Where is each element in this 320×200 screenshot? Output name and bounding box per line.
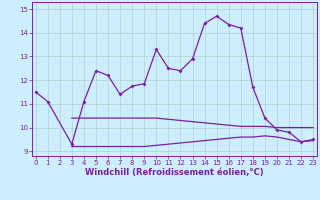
X-axis label: Windchill (Refroidissement éolien,°C): Windchill (Refroidissement éolien,°C): [85, 168, 264, 177]
